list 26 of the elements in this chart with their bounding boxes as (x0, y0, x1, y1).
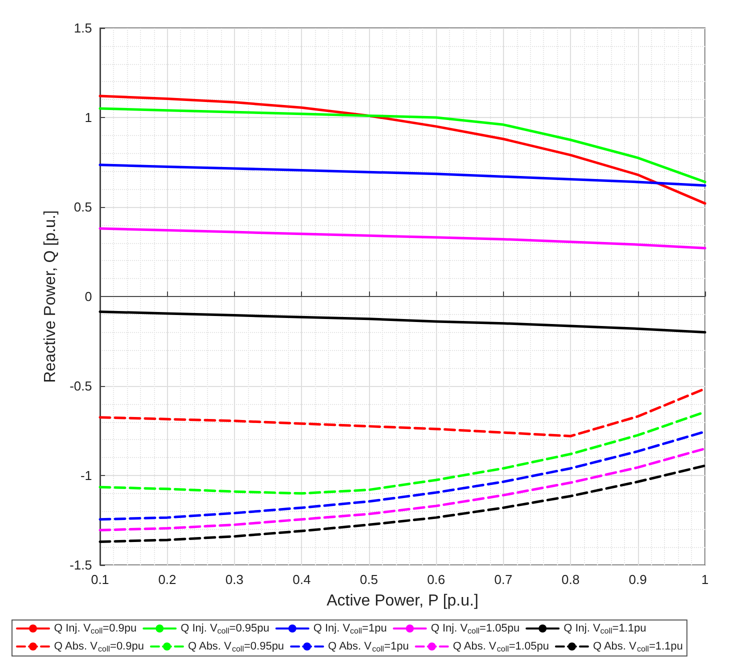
y-tick-label: 1 (84, 110, 92, 125)
line-series (98, 164, 706, 187)
x-tick-label: 0.9 (628, 572, 647, 587)
line-series (98, 310, 706, 334)
y-tick-label: -1.5 (70, 558, 92, 572)
x-tick-label: 0.2 (158, 572, 176, 587)
y-tick-label: -1 (80, 468, 92, 483)
x-axis-title: Active Power, P [p.u.] (326, 592, 478, 610)
y-tick-label: 0 (84, 289, 92, 304)
x-tick-label: 0.5 (360, 572, 378, 587)
x-tick-label: 0.7 (494, 572, 512, 587)
x-tick-label: 0.1 (90, 572, 110, 587)
line-series (98, 107, 706, 184)
line-series (98, 447, 706, 532)
x-tick-label: 0.4 (292, 572, 311, 587)
y-axis-title: Reactive Power, Q [p.u.] (42, 210, 60, 383)
line-series (98, 94, 706, 205)
y-tick-label: -0.5 (70, 378, 92, 394)
y-tick-label: 0.5 (74, 200, 92, 214)
x-tick-label: 0.6 (427, 572, 446, 587)
line-series (98, 227, 706, 250)
line-series (98, 464, 706, 543)
x-tick-label: 1 (701, 572, 709, 587)
y-tick-label: 1.5 (74, 20, 92, 36)
x-tick-label: 0.3 (225, 572, 244, 587)
x-tick-label: 0.8 (562, 572, 580, 587)
